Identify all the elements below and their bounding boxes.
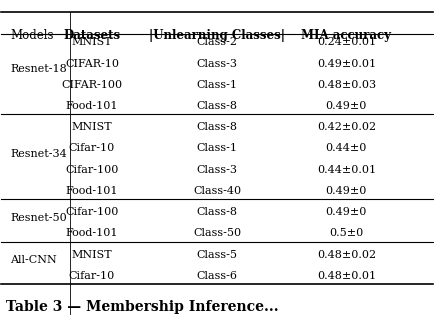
Text: Food-101: Food-101: [66, 228, 118, 238]
Text: 0.49±0: 0.49±0: [326, 207, 367, 217]
Text: 0.49±0.01: 0.49±0.01: [317, 59, 376, 68]
Text: Class-40: Class-40: [193, 186, 241, 196]
Text: 0.42±0.02: 0.42±0.02: [317, 122, 376, 132]
Text: 0.44±0.01: 0.44±0.01: [317, 165, 376, 175]
Text: MNIST: MNIST: [72, 37, 112, 47]
Text: Class-6: Class-6: [197, 271, 237, 281]
Text: CIFAR-100: CIFAR-100: [61, 80, 122, 90]
Text: Cifar-10: Cifar-10: [69, 271, 115, 281]
Text: MIA accuracy: MIA accuracy: [301, 30, 391, 43]
Text: Class-3: Class-3: [197, 59, 237, 68]
Text: Resnet-18: Resnet-18: [10, 64, 67, 74]
Text: 0.48±0.03: 0.48±0.03: [317, 80, 376, 90]
Text: Cifar-100: Cifar-100: [65, 207, 118, 217]
Text: Cifar-10: Cifar-10: [69, 143, 115, 154]
Text: Table 3 — Membership Inference...: Table 3 — Membership Inference...: [6, 300, 278, 314]
Text: 0.5±0: 0.5±0: [329, 228, 364, 238]
Text: 0.48±0.02: 0.48±0.02: [317, 250, 376, 259]
Text: Class-1: Class-1: [197, 80, 237, 90]
Text: Food-101: Food-101: [66, 101, 118, 111]
Text: MNIST: MNIST: [72, 122, 112, 132]
Text: All-CNN: All-CNN: [10, 255, 57, 265]
Text: Class-50: Class-50: [193, 228, 241, 238]
Text: Cifar-100: Cifar-100: [65, 165, 118, 175]
Text: 0.48±0.01: 0.48±0.01: [317, 271, 376, 281]
Text: Food-101: Food-101: [66, 186, 118, 196]
Text: Class-1: Class-1: [197, 143, 237, 154]
Text: 0.49±0: 0.49±0: [326, 101, 367, 111]
Text: Resnet-34: Resnet-34: [10, 149, 67, 159]
Text: Class-8: Class-8: [197, 207, 237, 217]
Text: Datasets: Datasets: [63, 30, 121, 43]
Text: Class-3: Class-3: [197, 165, 237, 175]
Text: Class-8: Class-8: [197, 101, 237, 111]
Text: Class-2: Class-2: [197, 37, 237, 47]
Text: Resnet-50: Resnet-50: [10, 213, 67, 223]
Text: 0.49±0: 0.49±0: [326, 186, 367, 196]
Text: Class-8: Class-8: [197, 122, 237, 132]
Text: 0.44±0: 0.44±0: [326, 143, 367, 154]
Text: MNIST: MNIST: [72, 250, 112, 259]
Text: 0.24±0.01: 0.24±0.01: [317, 37, 376, 47]
Text: CIFAR-10: CIFAR-10: [65, 59, 119, 68]
Text: Models: Models: [10, 30, 53, 43]
Text: Class-5: Class-5: [197, 250, 237, 259]
Text: |Unlearning Classes|: |Unlearning Classes|: [149, 30, 285, 43]
